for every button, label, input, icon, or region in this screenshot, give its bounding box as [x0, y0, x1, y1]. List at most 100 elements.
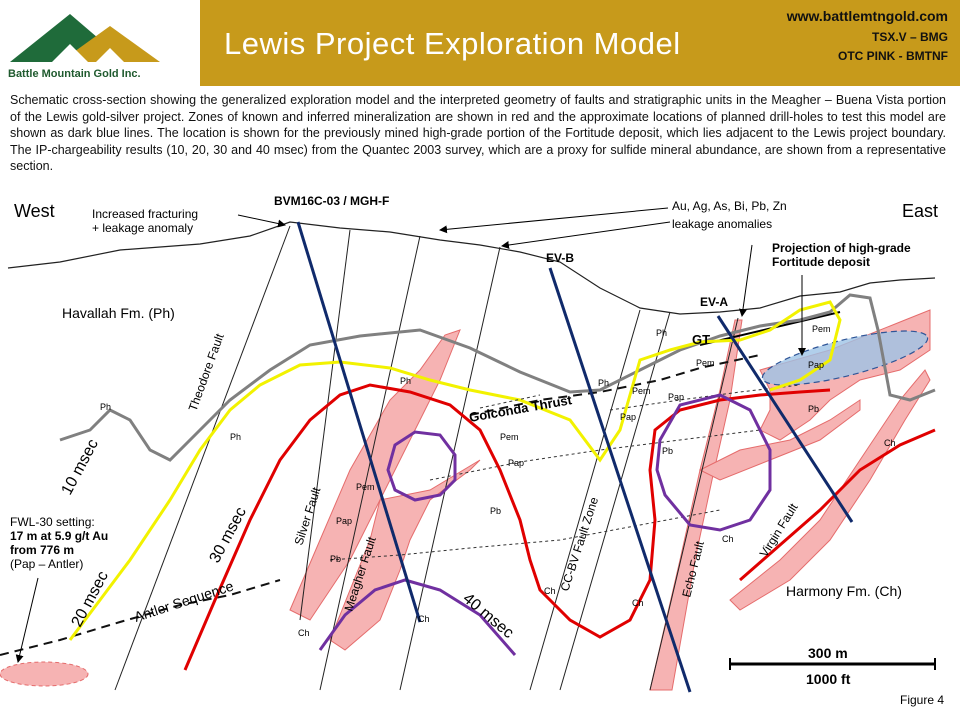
meagher-label: Meagher Fault [342, 534, 379, 613]
anomaly-arrow-1 [439, 207, 669, 234]
scale-ft-label: 1000 ft [806, 671, 851, 687]
contact-dashed-3 [609, 384, 801, 411]
website-link[interactable]: www.battlemtngold.com [786, 8, 948, 24]
figure-description: Schematic cross-section showing the gene… [10, 93, 946, 173]
annotation-arrows [15, 207, 806, 663]
antler-thrust [0, 579, 281, 656]
silver-label: Silver Fault [292, 485, 324, 547]
fracturing-label-2: + leakage anomaly [92, 221, 193, 235]
meagher-fault-zone [329, 459, 481, 651]
ticker-otc: OTC PINK - BMTNF [838, 49, 948, 63]
unit-ph: Ph [598, 378, 609, 388]
contact-dashed-4 [479, 394, 541, 409]
ccbv-label: CC-BV Fault Zone [558, 495, 602, 593]
ev-a-arrow [739, 244, 753, 317]
echo-lens [698, 399, 861, 481]
echo-fault-line [649, 317, 739, 691]
fwl-label-3: from 776 m [10, 543, 74, 557]
unit-ch: Ch [418, 614, 430, 624]
anomaly-arrow-2 [501, 221, 671, 249]
ip-20-msec-contour [68, 300, 842, 641]
fwl-label-2: 17 m at 5.9 g/t Au [10, 529, 108, 543]
havallah-label: Havallah Fm. (Ph) [62, 305, 175, 321]
ip-30-msec-contour [183, 383, 831, 671]
fortitude-label-1: Projection of high-grade [772, 241, 911, 255]
scale-m-label: 300 m [808, 645, 848, 661]
anomaly-label-2: leakage anomalies [672, 217, 772, 231]
contact-info: www.battlemtngold.com TSX.V – BMG OTC PI… [787, 8, 948, 68]
east-label: East [902, 201, 938, 221]
fwl-30-lens [0, 661, 89, 687]
theodore-fault [114, 225, 291, 691]
contact-dashed-1 [429, 429, 761, 481]
fwl-arrow [15, 577, 39, 663]
unit-pb: Pb [808, 404, 819, 414]
ip-30-msec-east [739, 428, 936, 582]
title-bar: Lewis Project Exploration Model www.batt… [200, 0, 960, 86]
unit-pb: Pb [330, 554, 341, 564]
drillhole-ev-a [716, 315, 854, 523]
ev-a-label: EV-A [700, 295, 728, 309]
fwl-label-4: (Pap – Antler) [10, 557, 83, 571]
company-logo: Battle Mountain Gold Inc. [0, 0, 200, 86]
echo-label: Echo Fault [679, 539, 707, 599]
msec10-label: 10 msec [59, 437, 102, 498]
silver-fault-zone [289, 329, 461, 621]
unit-ch: Ch [544, 586, 556, 596]
fault-lines [114, 225, 739, 691]
golconda-label: Golconda Thrust [468, 392, 574, 425]
logo-text: Battle Mountain Gold Inc. [8, 68, 141, 80]
unit-ph: Ph [100, 402, 111, 412]
unit-ch: Ch [884, 438, 896, 448]
unit-pap: Pap [808, 360, 824, 370]
drillhole-ev-b [548, 267, 692, 693]
unit-pem: Pem [696, 358, 715, 368]
virgin-fault-zone [729, 369, 931, 611]
unit-ph: Ph [400, 376, 411, 386]
unit-ch: Ch [298, 628, 310, 638]
unit-ph: Ph [230, 432, 241, 442]
msec40-label: 40 msec [459, 590, 516, 642]
fault-line-b [319, 235, 421, 691]
fracturing-arrow [237, 214, 286, 228]
msec30-label: 30 msec [207, 505, 250, 566]
unit-pap: Pap [668, 392, 684, 402]
ip-10-msec-contour [59, 293, 936, 462]
fortitude-zone [759, 309, 931, 441]
unit-pem: Pem [500, 432, 519, 442]
unit-labels: Ph Ph Ph Ph Ph Pem Pem Pem Pem Pem Pap P… [100, 324, 896, 638]
unit-ch: Ch [722, 534, 734, 544]
west-label: West [14, 201, 55, 221]
unit-pb: Pb [490, 506, 501, 516]
drillhole-main-label: BVM16C-03 / MGH-F [274, 194, 389, 208]
ccbv-fault-a [529, 309, 641, 691]
virgin-label: Virgin Fault [757, 500, 801, 559]
header: Battle Mountain Gold Inc. Lewis Project … [0, 0, 960, 86]
ip-40-msec-contour [318, 578, 517, 656]
ip-40-msec-echo [655, 393, 772, 532]
fwl-label-1: FWL-30 setting: [10, 515, 95, 529]
antler-label: Antler Sequence [132, 578, 236, 625]
ip-40-msec-lobe [386, 430, 457, 502]
gt-line [699, 311, 841, 346]
gt-label: GT [692, 332, 710, 347]
page-title: Lewis Project Exploration Model [224, 26, 681, 61]
msec20-label: 20 msec [69, 569, 112, 630]
fortitude-label-2: Fortitude deposit [772, 255, 870, 269]
unit-ph: Ph [656, 328, 667, 338]
fault-line-c [399, 246, 501, 691]
unit-ch: Ch [632, 598, 644, 608]
echo-fault-zone [649, 319, 743, 691]
figure-label: Figure 4 [900, 693, 944, 707]
drillhole-bvm16c-03 [296, 221, 422, 623]
unit-pb: Pb [662, 446, 673, 456]
theodore-label: Theodore Fault [186, 331, 227, 413]
unit-pem: Pem [812, 324, 831, 334]
silver-fault [299, 229, 351, 621]
fracturing-label-1: Increased fracturing [92, 207, 198, 221]
harmony-label: Harmony Fm. (Ch) [786, 583, 902, 599]
unit-pap: Pap [508, 458, 524, 468]
drill-holes [296, 221, 854, 693]
golconda-thrust [469, 354, 761, 416]
unit-pem: Pem [356, 482, 375, 492]
